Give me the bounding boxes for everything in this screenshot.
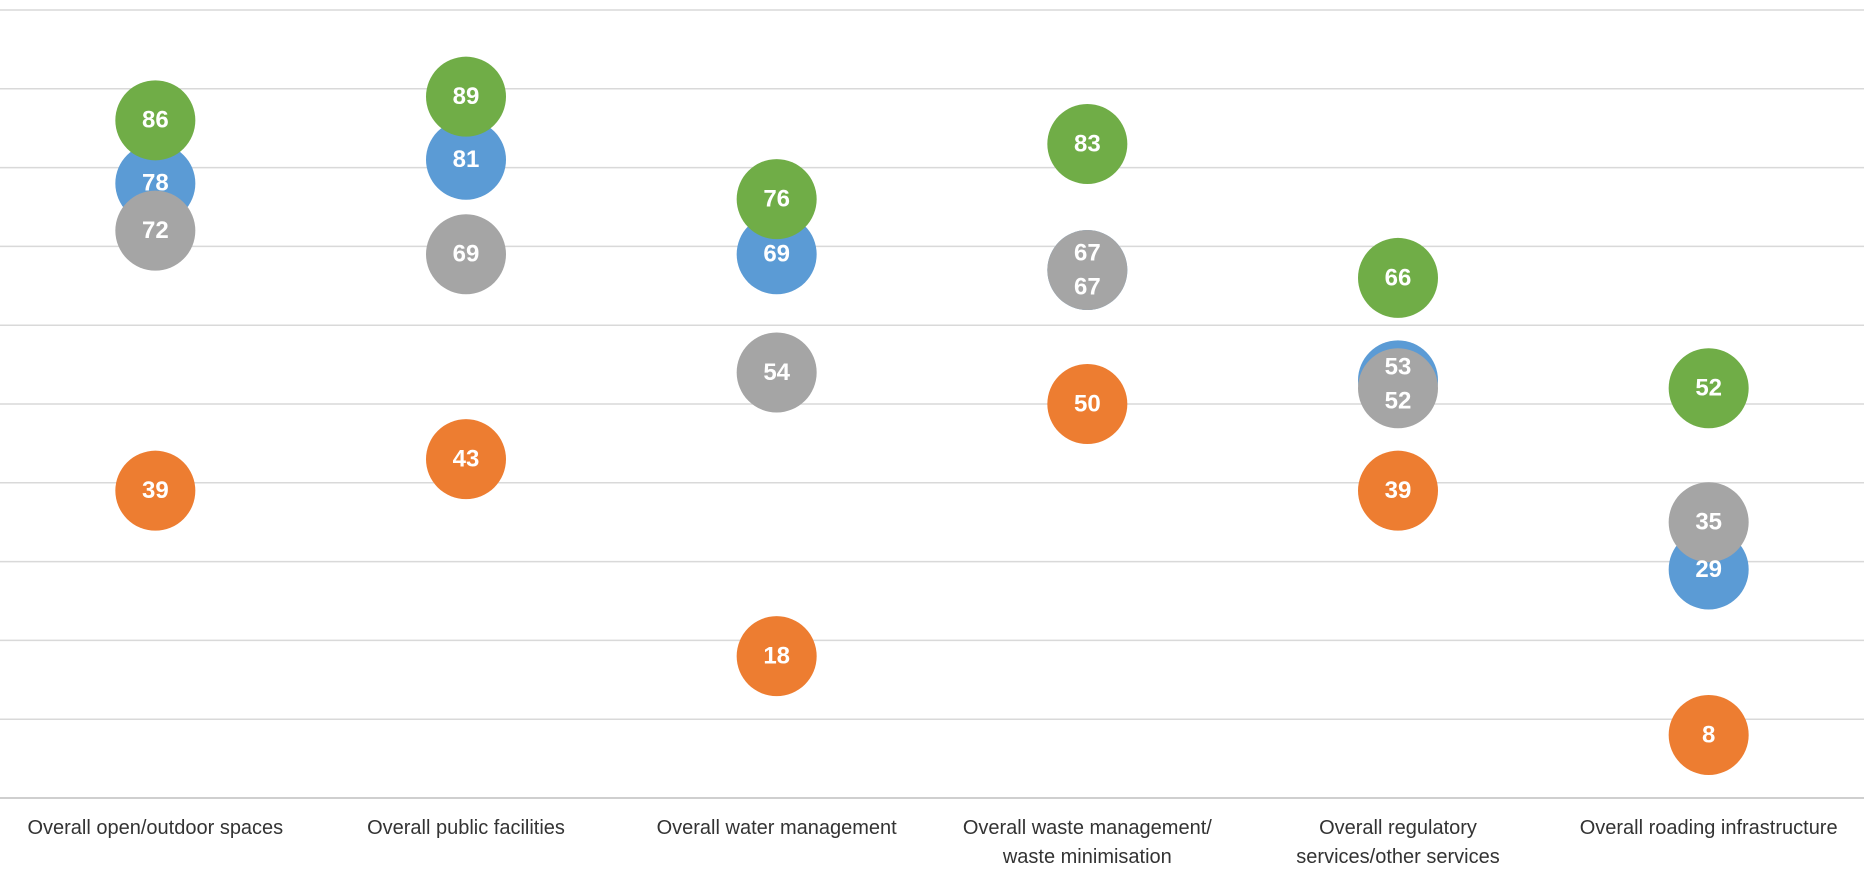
dot <box>1668 348 1749 429</box>
dot <box>426 214 506 295</box>
dot <box>1358 237 1438 318</box>
data-label: 52 <box>1695 375 1722 402</box>
dot <box>1358 450 1438 531</box>
data-label: 8 <box>1702 721 1715 748</box>
data-label: 72 <box>142 217 169 244</box>
dot <box>1668 694 1749 775</box>
data-label: 69 <box>763 241 790 268</box>
data-label: 52 <box>1385 388 1412 415</box>
data-label: 43 <box>453 446 480 473</box>
data-label: 83 <box>1074 130 1101 157</box>
x-tick-label: Overall water management <box>656 817 897 839</box>
x-tick-label: Overall open/outdoor spaces <box>27 817 284 839</box>
data-label: 69 <box>453 241 480 268</box>
data-label: 53 <box>1385 354 1412 381</box>
data-label: 29 <box>1695 556 1722 583</box>
data-label: 89 <box>453 83 480 110</box>
dot <box>426 56 506 137</box>
data-label: 66 <box>1385 264 1412 291</box>
dot <box>1047 103 1128 184</box>
dot <box>736 616 817 697</box>
x-tick-label: Overall public facilities <box>367 817 565 839</box>
dot <box>426 119 506 200</box>
x-tick-label: Overall waste management/ waste minimisa… <box>962 817 1212 868</box>
data-label: 39 <box>142 477 169 504</box>
data-label: 67 <box>1074 273 1101 300</box>
dot <box>736 214 817 295</box>
data-label: 78 <box>142 170 169 197</box>
data-label: 54 <box>763 359 790 386</box>
x-tick-label: Overall roading infrastructure <box>1579 817 1838 839</box>
data-label: 35 <box>1695 509 1722 536</box>
data-label: 18 <box>763 643 790 670</box>
dot <box>1047 364 1128 444</box>
dot <box>115 80 196 161</box>
dot <box>1668 482 1749 563</box>
dot <box>426 419 506 500</box>
dot <box>736 159 817 240</box>
dot <box>115 450 196 531</box>
dot <box>736 332 817 413</box>
data-label: 76 <box>763 185 790 212</box>
data-label: 50 <box>1074 390 1101 417</box>
dot <box>1047 230 1128 311</box>
data-label: 67 <box>1074 239 1101 266</box>
data-label: 39 <box>1385 477 1412 504</box>
dot <box>115 190 196 271</box>
x-tick-label: Overall regulatory services/other servic… <box>1296 817 1500 868</box>
data-label: 81 <box>453 146 480 173</box>
dot <box>1358 348 1438 429</box>
data-label: 86 <box>142 107 169 134</box>
